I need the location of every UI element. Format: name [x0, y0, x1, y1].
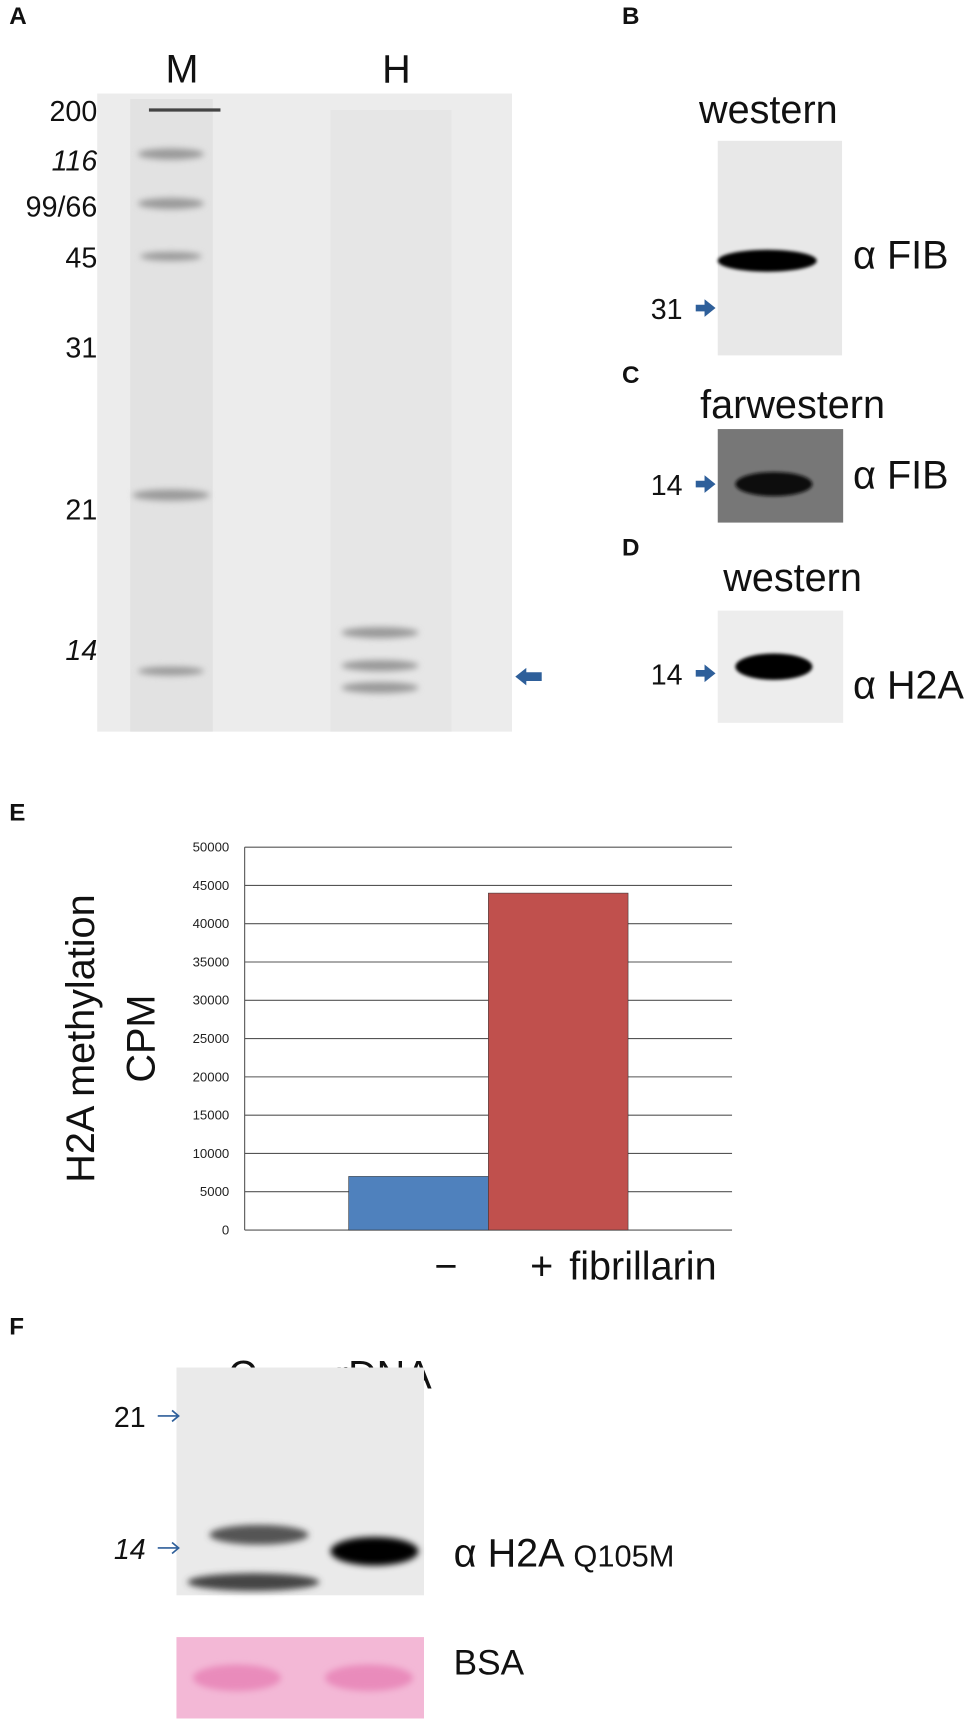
- marker-label: 21: [114, 1402, 146, 1434]
- blot-title: western: [722, 556, 862, 600]
- marker-label: 21: [65, 494, 97, 526]
- x-axis-label: fibrillarin: [569, 1245, 716, 1289]
- y-tick-label: 5000: [200, 1184, 229, 1199]
- x-tick-label: −: [434, 1245, 457, 1289]
- stain-band: [324, 1664, 413, 1691]
- marker-label: 200: [50, 96, 98, 128]
- bar: [348, 1176, 489, 1231]
- panel-label: B: [622, 3, 639, 30]
- antibody-label: α FIB: [853, 233, 948, 277]
- y-tick-label: 50000: [193, 840, 230, 855]
- antibody-label: α H2A: [853, 664, 965, 708]
- panel-label: A: [9, 3, 26, 30]
- bar: [488, 892, 629, 1231]
- panel-label: C: [622, 362, 639, 389]
- arrow: [695, 664, 716, 683]
- y-tick-label: 45000: [193, 878, 230, 893]
- marker-label: 31: [65, 333, 97, 365]
- y-axis-label: CPM: [119, 995, 163, 1083]
- marker-label: 14: [651, 470, 683, 502]
- y-axis-label: H2A methylation: [59, 894, 103, 1182]
- bar-chart: 0 5000 10000 15000 20000 25000 30000 35000 40000…: [59, 840, 733, 1289]
- marker-label: 45: [65, 242, 97, 274]
- y-tick-label: 30000: [193, 993, 230, 1008]
- blot-title: western: [698, 88, 838, 132]
- blot-title: farwestern: [700, 383, 885, 427]
- arrow: [515, 667, 542, 686]
- antibody-label: α FIB: [853, 453, 948, 497]
- loading-label: BSA: [454, 1643, 525, 1682]
- band: [717, 249, 817, 272]
- y-tick-label: 20000: [193, 1069, 230, 1084]
- y-tick-label: 0: [222, 1222, 229, 1237]
- marker-label: 99/66: [26, 192, 98, 224]
- panel-label: D: [622, 535, 639, 562]
- panel-label: F: [9, 1314, 24, 1341]
- arrow: [157, 1541, 180, 1555]
- y-tick-label: 35000: [193, 954, 230, 969]
- y-tick-label: 10000: [193, 1146, 230, 1161]
- y-tick-label: 40000: [193, 916, 230, 931]
- marker-label: 116: [52, 146, 98, 178]
- arrow: [695, 299, 716, 317]
- marker-label: 14: [65, 635, 97, 667]
- arrow: [695, 475, 716, 493]
- marker-label: 31: [651, 294, 683, 326]
- lane-label: M: [165, 48, 198, 92]
- y-tick-label: 15000: [193, 1108, 230, 1123]
- lane-label: H: [382, 48, 411, 92]
- band: [735, 653, 813, 680]
- marker-label: 14: [114, 1534, 146, 1566]
- antibody-label: α H2A Q105M: [454, 1532, 675, 1576]
- arrow: [157, 1409, 180, 1423]
- panel-label: E: [9, 800, 25, 827]
- band: [735, 471, 813, 497]
- antibody: α H2A: [454, 1532, 566, 1576]
- x-tick-label: +: [530, 1245, 553, 1289]
- y-tick-label: 25000: [193, 1031, 230, 1046]
- gel: [97, 93, 513, 732]
- marker-label: 14: [651, 659, 683, 691]
- modification: Q105M: [573, 1539, 674, 1574]
- gel: [176, 1367, 424, 1596]
- blot: [717, 140, 843, 356]
- stain-band: [192, 1664, 281, 1691]
